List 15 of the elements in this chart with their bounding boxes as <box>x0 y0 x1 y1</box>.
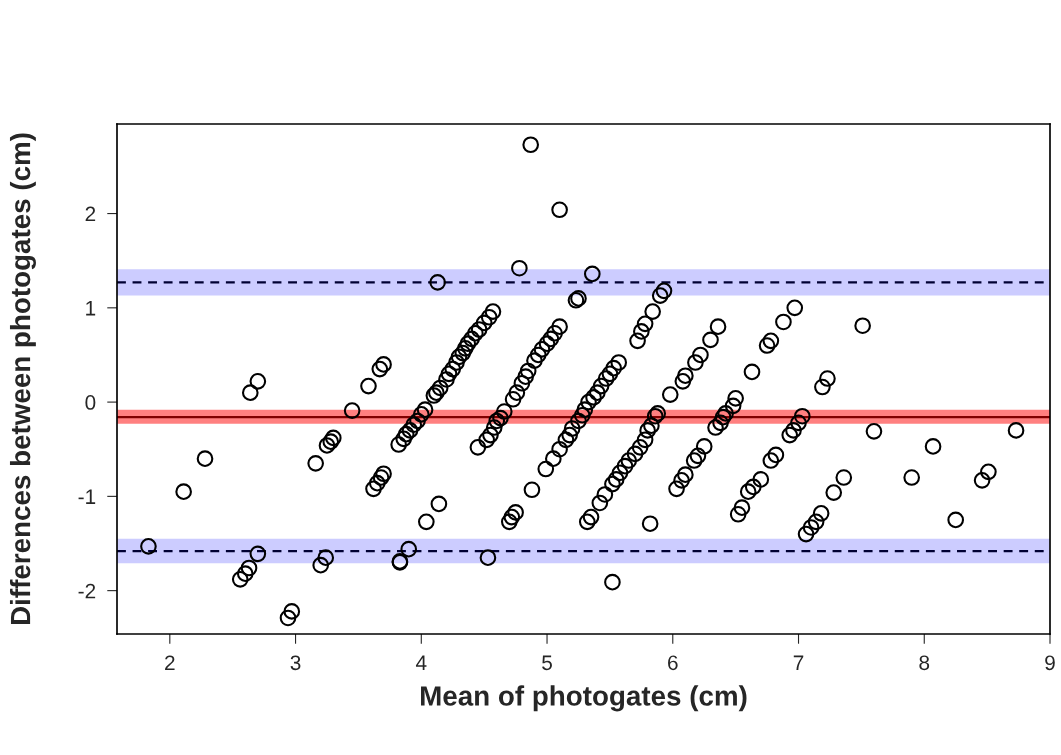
y-tick-label: -1 <box>78 489 96 504</box>
x-axis-title: Mean of photogates (cm) <box>421 685 747 712</box>
y-tick-label: 1 <box>86 301 96 316</box>
y-tick-label: 2 <box>85 206 96 222</box>
y-tick-label: -2 <box>78 583 96 599</box>
x-tick-label: 6 <box>668 655 678 671</box>
x-tick-label: 2 <box>165 655 175 670</box>
y-axis-title: Differences between photogates (cm) <box>9 133 36 625</box>
x-tick-label: 7 <box>793 655 804 670</box>
x-tick-label: 3 <box>290 655 301 671</box>
y-tick-label: 0 <box>85 395 96 410</box>
x-tick-label: 9 <box>1045 655 1055 671</box>
x-tick-label: 5 <box>542 655 552 671</box>
x-tick-label: 8 <box>919 655 930 671</box>
x-tick-label: 4 <box>415 655 427 670</box>
